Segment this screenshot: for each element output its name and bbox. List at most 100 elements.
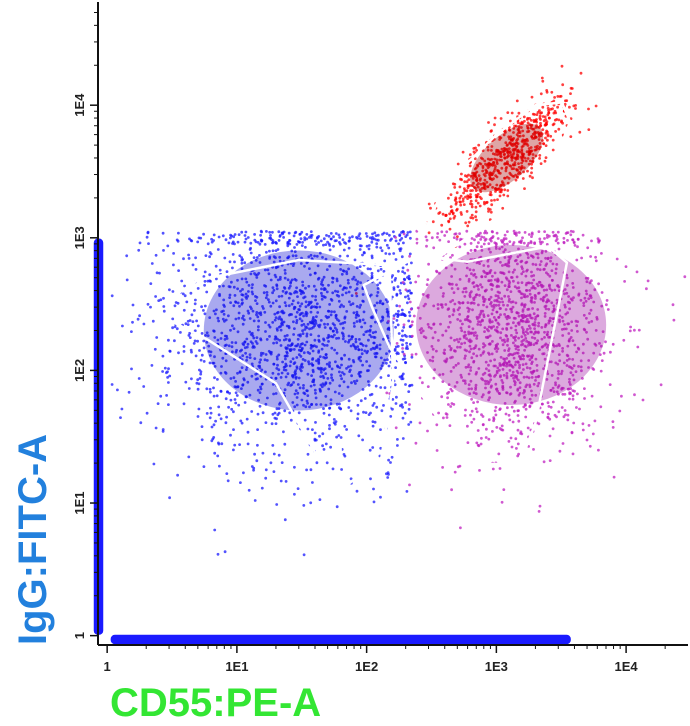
data-point [539, 92, 543, 96]
data-point [392, 317, 396, 320]
data-point [597, 282, 600, 286]
data-point [376, 238, 380, 242]
data-point [249, 272, 253, 276]
data-point [380, 249, 384, 253]
data-point [551, 107, 554, 111]
data-point [401, 416, 405, 420]
data-point [449, 405, 453, 408]
data-point [280, 461, 284, 464]
data-point [263, 243, 267, 246]
data-point [277, 295, 281, 298]
data-point [475, 441, 479, 445]
data-point [320, 347, 324, 351]
data-point [306, 394, 310, 397]
data-point [287, 313, 291, 317]
data-point [275, 284, 279, 288]
data-point [218, 292, 221, 296]
data-point [304, 300, 308, 304]
data-point [303, 418, 307, 422]
data-point [163, 366, 167, 370]
data-point [492, 416, 496, 420]
data-point [566, 413, 570, 417]
data-point [196, 415, 200, 418]
data-point [276, 248, 280, 251]
data-point [240, 387, 243, 390]
data-point [558, 314, 562, 318]
data-point [216, 454, 220, 458]
data-point [480, 413, 483, 417]
data-point [314, 421, 317, 424]
data-point [236, 330, 240, 334]
data-point [445, 416, 449, 419]
data-point [249, 251, 253, 255]
data-point [367, 338, 370, 342]
data-point [576, 392, 579, 396]
data-point [353, 325, 356, 328]
data-point [232, 376, 236, 380]
data-point [587, 359, 591, 362]
data-point [229, 398, 233, 402]
data-point [484, 436, 488, 439]
data-point [213, 528, 217, 532]
data-point [551, 230, 555, 234]
data-point [189, 291, 193, 295]
data-point [241, 316, 244, 320]
data-point [342, 372, 346, 376]
data-point [280, 371, 284, 375]
data-point [247, 284, 251, 287]
data-point [325, 362, 329, 366]
data-point [370, 240, 374, 244]
data-point [285, 334, 289, 337]
data-point [579, 71, 583, 75]
data-point [407, 319, 411, 323]
data-point [459, 211, 463, 214]
data-point [487, 398, 490, 402]
data-point [468, 350, 471, 354]
data-point [561, 121, 564, 125]
data-point [501, 428, 505, 432]
data-point [394, 239, 398, 243]
data-point [327, 413, 331, 417]
data-point [330, 310, 333, 314]
data-point [294, 254, 298, 258]
data-point [259, 311, 263, 315]
data-point [269, 461, 273, 465]
data-point [299, 262, 303, 265]
data-point [252, 319, 256, 323]
data-point [479, 283, 482, 286]
data-point [232, 428, 235, 431]
data-point [541, 410, 545, 414]
data-point [227, 314, 230, 318]
data-point [441, 372, 445, 376]
data-point [528, 174, 532, 178]
data-point [551, 262, 555, 266]
data-point [520, 340, 524, 343]
data-point [167, 338, 170, 342]
data-point [408, 310, 411, 314]
data-point [340, 394, 344, 397]
data-point [384, 298, 388, 301]
data-point [281, 232, 284, 236]
data-point [415, 237, 419, 241]
data-point [285, 364, 288, 368]
data-point [373, 237, 376, 241]
data-point [212, 329, 216, 333]
data-point [532, 382, 536, 386]
data-point [212, 233, 216, 237]
data-point [187, 257, 191, 260]
data-point [289, 418, 293, 422]
data-point [265, 291, 269, 294]
data-point [518, 386, 522, 389]
data-point [367, 380, 370, 383]
data-point [561, 319, 565, 323]
data-point [162, 249, 165, 252]
data-point [147, 242, 150, 246]
data-point [258, 242, 262, 246]
data-point [588, 444, 592, 448]
data-point [171, 290, 175, 293]
data-point [375, 405, 379, 409]
data-point [513, 352, 516, 356]
data-point [328, 264, 332, 268]
data-point [225, 472, 229, 475]
